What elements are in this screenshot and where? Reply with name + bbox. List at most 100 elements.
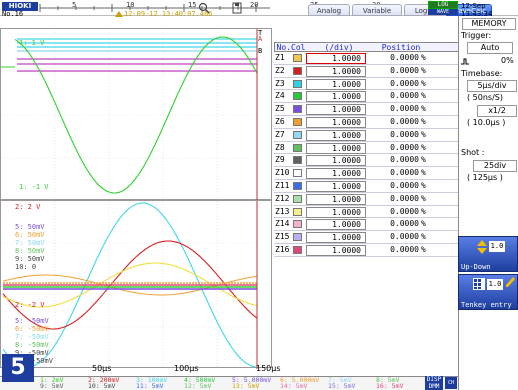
tab-variable[interactable]: Variable bbox=[352, 4, 402, 16]
channel-row[interactable]: Z3 1.0000 0.0000% bbox=[274, 78, 460, 91]
channel-div-field[interactable]: 1.0000 bbox=[306, 117, 366, 128]
channel-range-label[interactable]: 16: 5mV bbox=[376, 383, 403, 390]
tab-analog[interactable]: Analog bbox=[308, 4, 350, 16]
settings-side-panel: MEMORY Trigger: Auto 0% Timebase: 5µs/di… bbox=[458, 16, 518, 390]
tenkey-entry-button[interactable]: 1.0 Tenkey entry bbox=[458, 274, 518, 310]
channel-range-label[interactable]: 14: 5mV bbox=[280, 383, 307, 390]
lower-label: 7: 50mV bbox=[15, 239, 45, 247]
channel-color-swatch[interactable] bbox=[293, 208, 302, 216]
channel-position-value[interactable]: 0.0000 bbox=[366, 193, 421, 205]
channel-color-swatch[interactable] bbox=[293, 67, 302, 75]
ruler-tick: 10 bbox=[126, 1, 134, 9]
channel-color-swatch[interactable] bbox=[293, 169, 302, 177]
channel-row[interactable]: Z4 1.0000 0.0000% bbox=[274, 90, 460, 103]
channel-position-value[interactable]: 0.0000 bbox=[366, 154, 421, 166]
lower-label: 8: -50mV bbox=[15, 341, 49, 349]
channel-range-label[interactable]: 13: 5mV bbox=[232, 383, 259, 390]
channel-position-value[interactable]: 0.0000 bbox=[366, 52, 421, 64]
channel-color-swatch[interactable] bbox=[293, 233, 302, 241]
channel-position-value[interactable]: 0.0000 bbox=[366, 90, 421, 102]
channel-position-value[interactable]: 0.0000 bbox=[366, 206, 421, 218]
channel-position-value[interactable]: 0.0000 bbox=[366, 231, 421, 243]
channel-row[interactable]: Z13 1.0000 0.0000% bbox=[274, 206, 460, 219]
channel-range-label[interactable]: 12: 5mV bbox=[184, 383, 211, 390]
channel-row[interactable]: Z2 1.0000 0.0000% bbox=[274, 65, 460, 78]
channel-row[interactable]: Z15 1.0000 0.0000% bbox=[274, 231, 460, 244]
channel-div-field[interactable]: 1.0000 bbox=[306, 79, 366, 90]
channel-color-swatch[interactable] bbox=[293, 144, 302, 152]
channel-range-label[interactable]: 15: 5mV bbox=[328, 383, 355, 390]
channel-row[interactable]: Z9 1.0000 0.0000% bbox=[274, 154, 460, 167]
channel-div-field[interactable]: 1.0000 bbox=[306, 245, 366, 256]
trigger-mode-value[interactable]: Auto bbox=[467, 42, 513, 54]
channel-range-label[interactable]: 10: 5mV bbox=[88, 383, 115, 390]
save-icon[interactable] bbox=[232, 2, 242, 14]
shot-value[interactable]: 25div bbox=[473, 160, 517, 172]
channel-row[interactable]: Z11 1.0000 0.0000% bbox=[274, 180, 460, 193]
memory-mode[interactable]: MEMORY bbox=[462, 18, 516, 30]
timebase-value[interactable]: 5µs/div bbox=[467, 80, 517, 92]
channel-div-field[interactable]: 1.0000 bbox=[306, 66, 366, 77]
channel-div-field[interactable]: 1.0000 bbox=[306, 91, 366, 102]
lower-waveform-panel[interactable]: 2: 2 V 5: 50mV 6: 50mV 7: 50mV 8: 50mV 9… bbox=[0, 200, 272, 368]
channel-row[interactable]: Z10 1.0000 0.0000% bbox=[274, 167, 460, 180]
channel-row[interactable]: Z14 1.0000 0.0000% bbox=[274, 218, 460, 231]
channel-color-swatch[interactable] bbox=[293, 246, 302, 254]
channel-row[interactable]: Z1 1.0000 0.0000% bbox=[274, 52, 460, 65]
channel-div-field[interactable]: 1.0000 bbox=[306, 232, 366, 243]
channel-div-field[interactable]: 1.0000 bbox=[306, 104, 366, 115]
channel-div-field[interactable]: 1.0000 bbox=[306, 207, 366, 218]
channel-position-value[interactable]: 0.0000 bbox=[366, 167, 421, 179]
cursor-b-label: B bbox=[258, 48, 262, 54]
channel-number: Z5 bbox=[274, 103, 293, 115]
channel-row[interactable]: Z8 1.0000 0.0000% bbox=[274, 142, 460, 155]
channel-row[interactable]: Z16 1.0000 0.0000% bbox=[274, 244, 460, 257]
channel-div-field[interactable]: 1.0000 bbox=[306, 194, 366, 205]
channel-position-value[interactable]: 0.0000 bbox=[366, 65, 421, 77]
channel-position-value[interactable]: 0.0000 bbox=[366, 129, 421, 141]
channel-position-value[interactable]: 0.0000 bbox=[366, 180, 421, 192]
channel-range-label[interactable]: 9: 5mV bbox=[40, 383, 63, 390]
channel-position-value[interactable]: 0.0000 bbox=[366, 103, 421, 115]
channel-color-swatch[interactable] bbox=[293, 118, 302, 126]
channel-color-swatch[interactable] bbox=[293, 220, 302, 228]
channel-div-field[interactable]: 1.0000 bbox=[306, 219, 366, 230]
channel-number: Z6 bbox=[274, 116, 293, 128]
up-down-button[interactable]: 1.0 Up-Down bbox=[458, 236, 518, 272]
channel-position-value[interactable]: 0.0000 bbox=[366, 116, 421, 128]
channel-div-field[interactable]: 1.0000 bbox=[306, 143, 366, 154]
channel-number: Z9 bbox=[274, 154, 293, 166]
channel-color-swatch[interactable] bbox=[293, 54, 302, 62]
channel-div-field[interactable]: 1.0000 bbox=[306, 155, 366, 166]
col-header-position: Position bbox=[371, 43, 431, 51]
channel-select-button[interactable]: CH bbox=[445, 377, 457, 389]
channel-position-value[interactable]: 0.0000 bbox=[366, 244, 421, 256]
channel-div-field[interactable]: 1.0000 bbox=[306, 130, 366, 141]
channel-div-field[interactable]: 1.0000 bbox=[306, 181, 366, 192]
channel-row[interactable]: Z7 1.0000 0.0000% bbox=[274, 129, 460, 142]
channel-position-value[interactable]: 0.0000 bbox=[366, 142, 421, 154]
upper-waveform-svg[interactable] bbox=[1, 29, 273, 201]
channel-color-swatch[interactable] bbox=[293, 182, 302, 190]
upper-waveform-panel[interactable]: 1: 1 V 1: -1 V bbox=[0, 28, 272, 200]
channel-row[interactable]: Z6 1.0000 0.0000% bbox=[274, 116, 460, 129]
dmm-button[interactable]: DMM bbox=[425, 383, 443, 390]
channel-color-swatch[interactable] bbox=[293, 195, 302, 203]
channel-color-swatch[interactable] bbox=[293, 156, 302, 164]
disp-button[interactable]: DISP bbox=[425, 376, 443, 383]
channel-div-field[interactable]: 1.0000 bbox=[306, 53, 366, 64]
channel-position-value[interactable]: 0.0000 bbox=[366, 78, 421, 90]
lower-label: 8: 50mV bbox=[15, 247, 45, 255]
channel-color-swatch[interactable] bbox=[293, 80, 302, 88]
channel-color-swatch[interactable] bbox=[293, 131, 302, 139]
pretrigger-value[interactable]: 0% bbox=[501, 56, 514, 66]
channel-position-value[interactable]: 0.0000 bbox=[366, 218, 421, 230]
channel-color-swatch[interactable] bbox=[293, 105, 302, 113]
channel-range-label[interactable]: 11: 5mV bbox=[136, 383, 163, 390]
channel-color-swatch[interactable] bbox=[293, 92, 302, 100]
channel-div-field[interactable]: 1.0000 bbox=[306, 168, 366, 179]
channel-row[interactable]: Z12 1.0000 0.0000% bbox=[274, 193, 460, 206]
magnifier-icon[interactable] bbox=[198, 2, 210, 14]
zoom-value[interactable]: x1/2 bbox=[477, 105, 517, 117]
channel-row[interactable]: Z5 1.0000 0.0000% bbox=[274, 103, 460, 116]
